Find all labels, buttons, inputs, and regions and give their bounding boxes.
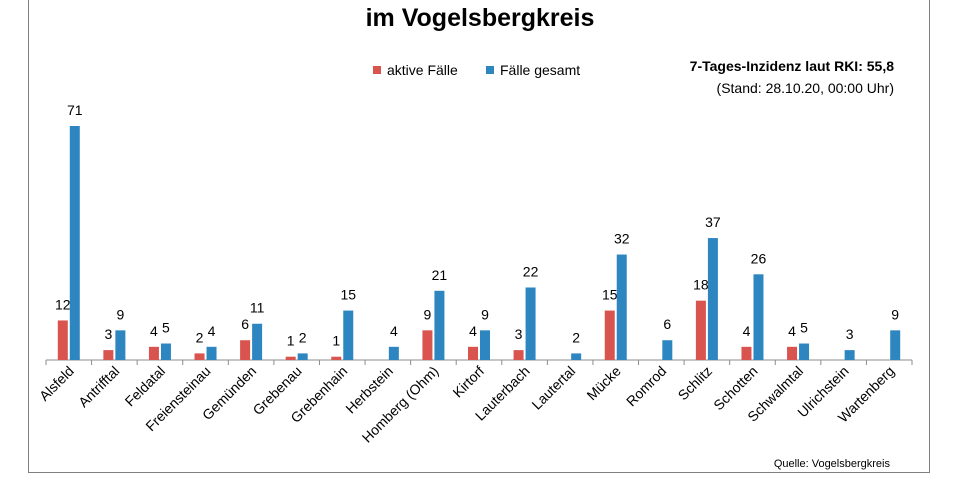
legend-item-gesamt: Fälle gesamt <box>486 62 580 78</box>
data-label-aktive-1: 3 <box>104 326 112 342</box>
data-label-aktive-3: 2 <box>196 329 204 345</box>
bar-gesamt-12 <box>616 254 627 360</box>
data-label-aktive-10: 3 <box>515 326 523 342</box>
bar-gesamt-0 <box>69 126 80 360</box>
bar-aktive-12 <box>604 310 615 360</box>
bar-gesamt-13 <box>662 340 673 360</box>
chart-frame <box>28 0 930 473</box>
data-label-aktive-9: 4 <box>469 323 477 339</box>
bar-aktive-14 <box>695 300 706 360</box>
data-label-gesamt-6: 15 <box>340 287 356 303</box>
data-label-gesamt-5: 2 <box>299 329 307 345</box>
data-label-gesamt-10: 22 <box>523 263 539 279</box>
data-label-aktive-12: 15 <box>602 287 618 303</box>
data-label-aktive-14: 18 <box>693 277 709 293</box>
bar-gesamt-1 <box>115 330 126 360</box>
data-label-aktive-8: 9 <box>424 306 432 322</box>
bar-aktive-6 <box>331 356 342 360</box>
bar-aktive-16 <box>787 346 798 360</box>
category-label-12: Mücke <box>583 363 624 404</box>
data-label-gesamt-12: 32 <box>614 231 630 247</box>
source-annotation: Quelle: Vogelsbergkreis <box>773 458 890 470</box>
bar-aktive-10 <box>513 350 524 360</box>
bar-gesamt-4 <box>252 323 263 360</box>
data-label-gesamt-15: 26 <box>751 250 767 266</box>
category-label-2: Feldatal <box>122 363 169 410</box>
category-label-11: Lautertal <box>528 363 578 413</box>
legend-swatch-aktive <box>373 66 381 74</box>
data-label-gesamt-13: 6 <box>663 316 671 332</box>
data-label-gesamt-2: 5 <box>162 320 170 336</box>
data-label-aktive-0: 12 <box>55 296 71 312</box>
category-label-9: Kirtorf <box>449 363 487 401</box>
data-label-gesamt-4: 11 <box>250 300 265 316</box>
category-label-1: Antrifftal <box>75 363 122 410</box>
data-label-aktive-4: 6 <box>241 316 249 332</box>
chart-title: im Vogelsbergkreis <box>365 4 595 32</box>
bar-gesamt-10 <box>525 287 536 360</box>
category-label-13: Romrod <box>623 363 670 410</box>
bar-gesamt-14 <box>707 238 718 360</box>
bar-gesamt-2 <box>160 343 171 360</box>
bar-aktive-8 <box>422 330 433 360</box>
category-label-0: Alsfeld <box>36 363 77 404</box>
data-label-gesamt-18: 9 <box>891 306 899 322</box>
bar-aktive-5 <box>285 356 296 360</box>
data-label-gesamt-17: 3 <box>846 326 854 342</box>
data-label-gesamt-11: 2 <box>572 329 580 345</box>
data-label-gesamt-1: 9 <box>116 306 124 322</box>
bar-gesamt-17 <box>844 350 855 360</box>
data-label-aktive-15: 4 <box>743 323 751 339</box>
bar-gesamt-5 <box>297 353 308 360</box>
stand-annotation: (Stand: 28.10.20, 00:00 Uhr) <box>716 80 894 96</box>
data-label-aktive-2: 4 <box>150 323 158 339</box>
bar-aktive-9 <box>468 346 478 360</box>
data-label-gesamt-3: 4 <box>208 323 216 339</box>
legend-label-gesamt: Fälle gesamt <box>500 62 581 78</box>
bar-gesamt-18 <box>890 330 901 360</box>
bar-aktive-0 <box>57 320 68 360</box>
legend-label-aktive: aktive Fälle <box>387 62 458 78</box>
bar-aktive-1 <box>103 350 114 360</box>
data-label-gesamt-9: 9 <box>481 306 489 322</box>
bar-gesamt-7 <box>388 346 399 360</box>
bar-gesamt-6 <box>343 310 354 360</box>
data-label-gesamt-0: 71 <box>67 102 83 118</box>
data-label-aktive-5: 1 <box>287 333 295 349</box>
data-label-gesamt-16: 5 <box>800 320 808 336</box>
data-label-aktive-16: 4 <box>788 323 796 339</box>
bar-gesamt-8 <box>434 290 445 360</box>
bar-aktive-4 <box>240 340 251 360</box>
data-label-gesamt-8: 21 <box>432 267 448 283</box>
data-label-aktive-6: 1 <box>332 333 340 349</box>
bar-gesamt-3 <box>206 346 217 360</box>
bar-gesamt-16 <box>799 343 810 360</box>
data-label-gesamt-7: 4 <box>390 323 398 339</box>
bar-aktive-2 <box>148 346 159 360</box>
bar-gesamt-11 <box>571 353 582 360</box>
bar-aktive-3 <box>194 353 205 360</box>
bar-gesamt-15 <box>753 274 764 360</box>
legend-swatch-gesamt <box>486 66 494 74</box>
bar-aktive-15 <box>741 346 752 360</box>
bar-gesamt-9 <box>480 330 490 360</box>
data-label-gesamt-14: 37 <box>705 214 721 230</box>
legend-item-aktive: aktive Fälle <box>373 62 458 78</box>
category-label-14: Schlitz <box>675 363 715 403</box>
incidence-annotation: 7-Tages-Inzidenz laut RKI: 55,8 <box>689 58 894 74</box>
